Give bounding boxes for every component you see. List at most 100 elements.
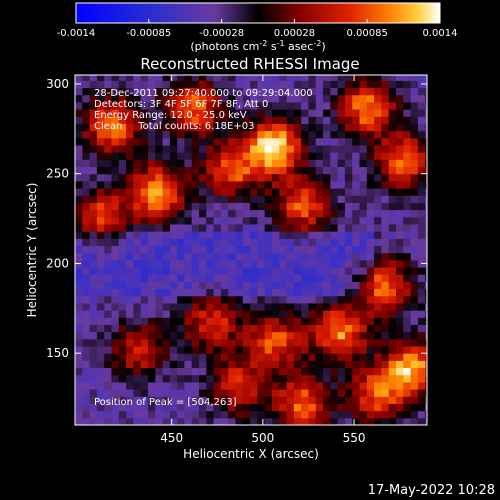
heatmap-cell (337, 310, 346, 318)
heatmap-cell (228, 223, 236, 232)
heatmap-cell (286, 109, 295, 117)
x-tick-label: 450 (160, 431, 183, 445)
heatmap-cell (352, 360, 361, 369)
heatmap-cell (330, 360, 339, 369)
heatmap-cell (388, 381, 397, 390)
heatmap-cell (344, 317, 353, 325)
heatmap-cell (89, 410, 98, 419)
heatmap-cell (191, 310, 200, 318)
heatmap-cell (425, 166, 428, 175)
heatmap-cell (395, 302, 404, 311)
heatmap-cell (337, 202, 346, 211)
heatmap-cell (410, 353, 419, 361)
heatmap-cell (257, 166, 266, 175)
heatmap-cell (177, 109, 185, 117)
heatmap-cell (133, 302, 142, 311)
heatmap-cell (96, 302, 105, 311)
heatmap-cell (403, 188, 412, 196)
y-axis-label: Heliocentric Y (arcsec) (25, 183, 39, 318)
heatmap-cell (410, 123, 419, 132)
heatmap-cell (191, 123, 200, 132)
heatmap-cell (301, 396, 309, 404)
heatmap-cell (381, 410, 390, 419)
heatmap-cell (315, 302, 324, 311)
heatmap-cell (133, 338, 142, 347)
heatmap-cell (359, 396, 368, 404)
heatmap-cell (140, 152, 149, 160)
heatmap-cell (330, 281, 339, 290)
heatmap-cell (118, 353, 127, 361)
heatmap-cell (133, 245, 142, 254)
heatmap-cell (147, 338, 156, 347)
heatmap-cell (104, 188, 112, 196)
heatmap-cell (89, 116, 98, 124)
heatmap-cell (286, 353, 295, 361)
heatmap-cell (206, 324, 215, 333)
heatmap-cell (242, 338, 251, 347)
heatmap-cell (147, 238, 156, 247)
heatmap-cell (104, 137, 112, 146)
heatmap-cell (140, 180, 149, 189)
heatmap-cell (366, 101, 375, 110)
heatmap-cell (147, 267, 156, 275)
heatmap-cell (264, 152, 273, 160)
heatmap-cell (374, 245, 382, 254)
heatmap-cell (271, 130, 280, 139)
heatmap-cell (75, 324, 83, 333)
heatmap-cell (301, 317, 309, 325)
heatmap-cell (417, 202, 426, 211)
heatmap-cell (184, 145, 193, 153)
heatmap-cell (228, 159, 236, 168)
heatmap-cell (388, 403, 397, 412)
heatmap-cell (366, 417, 375, 426)
heatmap-cell (96, 173, 105, 182)
heatmap-cell (417, 295, 426, 304)
heatmap-cell (111, 295, 120, 304)
heatmap-cell (250, 338, 258, 347)
heatmap-cell (177, 94, 185, 103)
heatmap-cell (352, 346, 361, 354)
heatmap-cell (337, 338, 346, 347)
heatmap-cell (220, 374, 229, 383)
heatmap-cell (366, 209, 375, 218)
heatmap-cell (177, 145, 185, 153)
heatmap-cell (366, 274, 375, 282)
heatmap-cell (374, 116, 382, 124)
heatmap-cell (301, 209, 309, 218)
heatmap-cell (162, 295, 171, 304)
heatmap-cell (410, 324, 419, 333)
heatmap-cell (147, 353, 156, 361)
heatmap-cell (220, 159, 229, 168)
heatmap-cell (162, 338, 171, 347)
heatmap-cell (169, 195, 178, 203)
heatmap-cell (96, 202, 105, 211)
heatmap-cell (344, 231, 353, 239)
heatmap-cell (279, 101, 288, 110)
heatmap-cell (388, 216, 397, 225)
heatmap-cell (250, 259, 258, 268)
heatmap-cell (133, 389, 142, 397)
heatmap-cell (104, 109, 112, 117)
heatmap-cell (75, 123, 83, 132)
heatmap-cell (323, 360, 331, 369)
heatmap-cell (330, 87, 339, 96)
heatmap-cell (293, 331, 302, 340)
heatmap-cell (155, 195, 164, 203)
heatmap-cell (271, 381, 280, 390)
heatmap-cell (147, 367, 156, 376)
heatmap-cell (96, 209, 105, 218)
heatmap-cell (147, 80, 156, 89)
heatmap-cell (403, 367, 412, 376)
heatmap-cell (395, 159, 404, 168)
heatmap-cell (147, 75, 156, 81)
heatmap-cell (235, 245, 244, 254)
heatmap-cell (403, 180, 412, 189)
heatmap-cell (191, 338, 200, 347)
heatmap-cell (395, 180, 404, 189)
y-tick-label: 200 (46, 256, 69, 270)
heatmap-cell (330, 381, 339, 390)
annotation-energy: Energy Range: 12.0 - 25.0 keV (94, 110, 247, 121)
heatmap-cell (308, 353, 317, 361)
heatmap-cell (359, 381, 368, 390)
heatmap-cell (293, 216, 302, 225)
